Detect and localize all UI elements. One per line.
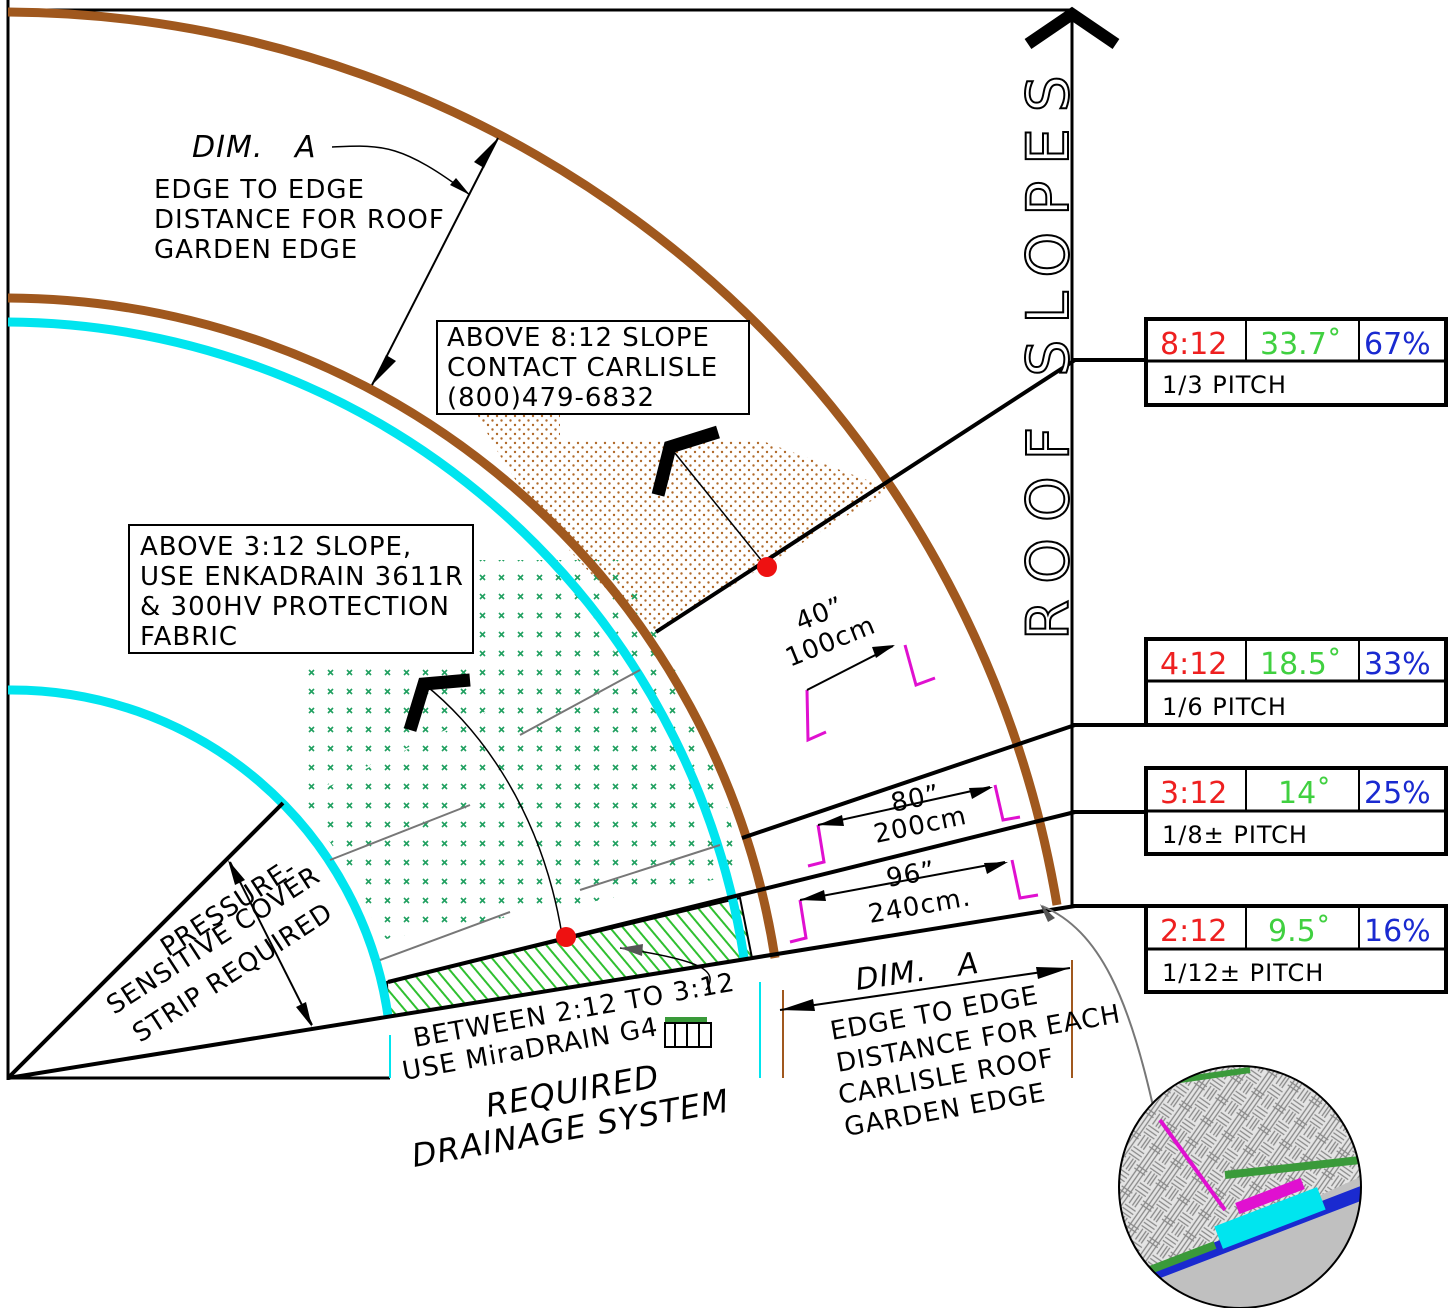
slope-table-8-12: 8:12 33.7˚ 67% 1/3 PITCH xyxy=(1144,317,1448,407)
required-drainage-brackets xyxy=(389,982,761,1078)
arrow-40 xyxy=(872,645,895,658)
slope-degrees-8-12: 33.7˚ xyxy=(1260,327,1342,362)
miradrain-icon xyxy=(664,1017,712,1048)
slope-percent-3-12: 25% xyxy=(1364,776,1431,811)
dim-a-top-title: DIM. A xyxy=(192,130,317,165)
magnifier-detail xyxy=(1040,904,1362,1309)
slope-ratio-2-12: 2:12 xyxy=(1160,914,1227,949)
dim-a-top-line-1: EDGE TO EDGE xyxy=(154,175,365,205)
note-3-12-line-3: & 300HV PROTECTION xyxy=(140,592,450,622)
slope-degrees-2-12: 9.5˚ xyxy=(1268,914,1331,949)
dimension-96-markers xyxy=(789,859,1039,944)
note-3-12-line-4: FABRIC xyxy=(140,622,238,652)
brown-arc-inner xyxy=(7,293,780,959)
slope-percent-4-12: 33% xyxy=(1364,647,1431,682)
note-3-12-line-2: USE ENKADRAIN 3611R xyxy=(140,562,464,592)
table-leaders xyxy=(1072,358,1146,908)
note-8-12-line-2: CONTACT CARLISLE xyxy=(447,353,718,383)
red-dot-3-12 xyxy=(556,927,576,947)
dim-a-top-line-2: DISTANCE FOR ROOF xyxy=(154,205,445,235)
slope-table-3-12: 3:12 14˚ 25% 1/8± PITCH xyxy=(1144,766,1448,856)
arrow-96 xyxy=(800,890,826,901)
dim-a-top-line-3: GARDEN EDGE xyxy=(154,235,358,265)
cyan-inner-arc xyxy=(7,685,393,1017)
dim-a-top-arrow xyxy=(331,137,499,386)
slope-ratio-3-12: 3:12 xyxy=(1160,776,1227,811)
brown-arc-outer xyxy=(7,7,1062,906)
slope-percent-2-12: 16% xyxy=(1364,914,1431,949)
roof-slopes-arrowhead xyxy=(1024,6,1120,49)
slope-table-4-12: 4:12 18.5˚ 33% 1/6 PITCH xyxy=(1144,637,1448,727)
drawing-frame xyxy=(6,0,1074,1080)
roof-slopes-title: ROOF SLOPES xyxy=(1014,59,1082,640)
arrow-80-right xyxy=(969,787,993,799)
slope-pitch-2-12: 1/12± PITCH xyxy=(1162,959,1324,987)
red-dot-8-12 xyxy=(757,557,777,577)
dim-96-metric: 240cm. xyxy=(866,882,973,930)
slope-rays xyxy=(6,358,1077,1080)
between-leader xyxy=(619,944,711,991)
note-8-12-pointer xyxy=(651,425,777,577)
slope-degrees-3-12: 14˚ xyxy=(1278,776,1331,811)
slope-ratio-4-12: 4:12 xyxy=(1160,647,1227,682)
slope-ratio-8-12: 8:12 xyxy=(1160,327,1227,362)
arrow-80 xyxy=(818,815,844,826)
zone-grey-lines xyxy=(329,669,721,961)
note-8-12-box xyxy=(436,320,750,415)
slope-pitch-4-12: 1/6 PITCH xyxy=(1162,693,1287,721)
slope-pitch-3-12: 1/8± PITCH xyxy=(1162,821,1308,849)
note-3-12-box xyxy=(128,524,474,654)
dim-a-bottom-arrow xyxy=(779,967,1071,1011)
note-8-12-line-1: ABOVE 8:12 SLOPE xyxy=(447,323,710,353)
slope-table-2-12: 2:12 9.5˚ 16% 1/12± PITCH xyxy=(1144,904,1448,994)
pressure-arrow xyxy=(228,860,313,1027)
cyan-outer-arc xyxy=(7,317,749,959)
note-3-12-pointer xyxy=(403,673,576,947)
slope-degrees-4-12: 18.5˚ xyxy=(1260,647,1342,682)
dimension-80-markers xyxy=(807,784,1021,868)
slope-pitch-8-12: 1/3 PITCH xyxy=(1162,371,1287,399)
dim-a-bottom-brackets xyxy=(782,960,1073,1078)
note-3-12-line-1: ABOVE 3:12 SLOPE, xyxy=(140,532,412,562)
slope-percent-8-12: 67% xyxy=(1364,327,1431,362)
arrow-96-right xyxy=(984,862,1008,874)
note-8-12-line-3: (800)479-6832 xyxy=(447,383,655,413)
